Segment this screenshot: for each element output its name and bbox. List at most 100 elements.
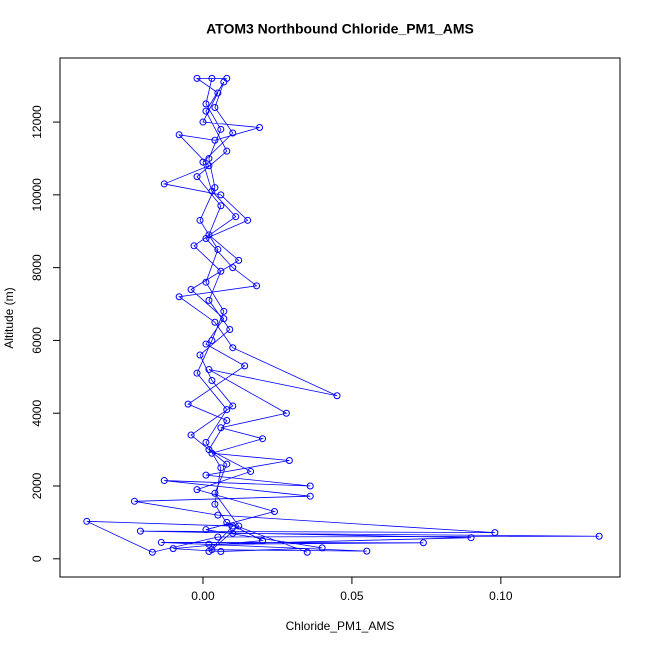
data-point: [419, 539, 427, 547]
data-point: [214, 89, 222, 97]
data-point: [223, 460, 231, 468]
data-point: [223, 406, 231, 414]
data-line: [86, 77, 600, 553]
data-point: [199, 118, 207, 126]
data-point: [333, 392, 341, 400]
data-point: [184, 400, 192, 408]
data-point: [211, 136, 219, 144]
data-point: [256, 124, 264, 132]
data-point: [157, 538, 165, 546]
data-point: [211, 318, 219, 326]
data-point: [214, 533, 222, 541]
y-tick-label: 10000: [30, 178, 44, 212]
data-point: [211, 103, 219, 111]
data-point: [208, 546, 216, 554]
data-point: [205, 540, 213, 548]
data-point: [229, 529, 237, 537]
data-point: [211, 500, 219, 508]
data-point: [214, 511, 222, 519]
data-point: [136, 527, 144, 535]
data-point: [193, 173, 201, 181]
data-point: [363, 547, 371, 555]
data-point: [202, 107, 210, 115]
data-point: [244, 216, 252, 224]
data-point: [306, 492, 314, 500]
y-tick-label: 6000: [30, 327, 44, 354]
data-point: [208, 187, 216, 195]
y-tick-label: 8000: [30, 254, 44, 281]
data-point: [208, 336, 216, 344]
x-tick-label: 0.00: [191, 589, 215, 603]
data-point: [187, 285, 195, 293]
plot-frame: [59, 57, 621, 578]
data-point: [187, 431, 195, 439]
data-point: [318, 544, 326, 552]
data-point: [285, 457, 293, 465]
data-point: [220, 307, 228, 315]
data-point: [196, 351, 204, 359]
x-tick-label: 0.05: [340, 589, 364, 603]
data-point: [205, 162, 213, 170]
x-tick-label: 0.10: [489, 589, 513, 603]
data-point: [226, 326, 234, 334]
data-point: [190, 242, 198, 250]
data-point: [175, 293, 183, 301]
data-point: [202, 278, 210, 286]
y-tick-label: 2000: [30, 472, 44, 499]
chart-title: ATOM3 Northbound Chloride_PM1_AMS: [206, 21, 474, 37]
data-point: [193, 486, 201, 494]
data-point: [193, 369, 201, 377]
data-point: [259, 537, 267, 545]
data-point: [214, 245, 222, 253]
data-point: [199, 158, 207, 166]
data-point: [229, 264, 237, 272]
data-point: [205, 446, 213, 454]
data-point: [205, 366, 213, 374]
data-point: [160, 477, 168, 485]
data-point: [217, 548, 225, 556]
y-tick-label: 4000: [30, 400, 44, 427]
data-point: [205, 296, 213, 304]
data-point: [208, 376, 216, 384]
x-axis-label: Chloride_PM1_AMS: [286, 619, 395, 633]
data-point: [235, 522, 243, 530]
data-point: [217, 202, 225, 210]
data-point: [205, 231, 213, 239]
data-point: [217, 125, 225, 133]
data-point: [217, 191, 225, 199]
data-point: [223, 518, 231, 526]
data-point: [229, 129, 237, 137]
data-point: [220, 78, 228, 86]
data-point: [202, 100, 210, 108]
data-point: [303, 548, 311, 556]
data-point: [175, 131, 183, 139]
data-point: [241, 362, 249, 370]
data-point: [467, 534, 475, 542]
data-point: [259, 435, 267, 443]
y-axis-label: Altitude (m): [2, 287, 16, 348]
data-point: [83, 517, 91, 525]
data-point: [169, 545, 177, 553]
data-point: [205, 154, 213, 162]
data-point: [160, 180, 168, 188]
data-point: [229, 344, 237, 352]
data-point: [235, 256, 243, 264]
data-point: [282, 409, 290, 417]
data-point: [306, 482, 314, 490]
data-point: [229, 402, 237, 410]
data-point: [193, 74, 201, 82]
data-point: [130, 497, 138, 505]
data-point: [253, 282, 261, 290]
data-point: [196, 216, 204, 224]
y-tick-label: 0: [30, 555, 44, 562]
data-point: [217, 464, 225, 472]
y-tick-label: 12000: [30, 105, 44, 139]
data-point: [202, 471, 210, 479]
data-point: [148, 548, 156, 556]
data-point: [202, 526, 210, 534]
data-point: [595, 532, 603, 540]
data-point: [202, 438, 210, 446]
data-point: [211, 489, 219, 497]
